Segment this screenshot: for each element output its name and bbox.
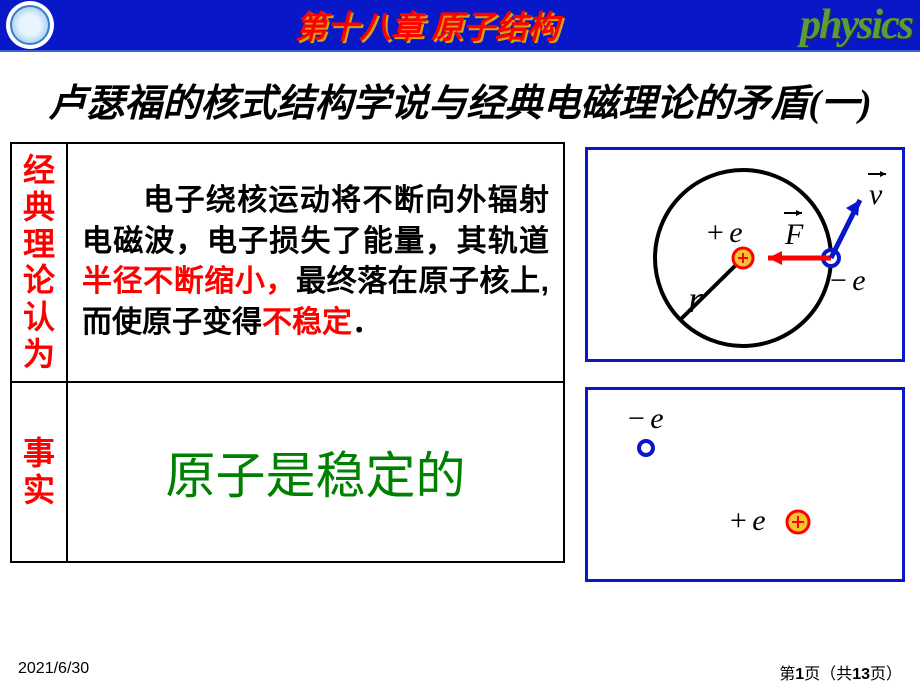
header-bar: 第十八章 原子结构 physics bbox=[0, 0, 920, 52]
diagram-column: +e F v r −e −e +e bbox=[565, 142, 910, 582]
logo-badge bbox=[6, 1, 54, 49]
row1-label: 经 典 理 论 认 为 bbox=[11, 143, 67, 382]
electron-circle-2 bbox=[639, 441, 653, 455]
force-arrow-head bbox=[768, 251, 782, 265]
comparison-table: 经 典 理 论 认 为 电子绕核运动将不断向外辐射电磁波，电子损失了能量，其轨道… bbox=[10, 142, 565, 563]
velocity-label: v bbox=[869, 178, 883, 211]
row2-label: 事 实 bbox=[11, 382, 67, 562]
row2-content: 原子是稳定的 bbox=[67, 382, 564, 562]
orbit-diagram: +e F v r −e bbox=[585, 147, 905, 362]
theory-paragraph: 电子绕核运动将不断向外辐射电磁波，电子损失了能量，其轨道半径不断缩小，最终落在原… bbox=[68, 171, 563, 353]
plus-e-label: +e bbox=[705, 216, 743, 249]
fact-text: 原子是稳定的 bbox=[68, 436, 563, 508]
slide-title: 卢瑟福的核式结构学说与经典电磁理论的矛盾(一) bbox=[0, 52, 920, 142]
footer-date: 2021/6/30 bbox=[18, 660, 89, 684]
table-area: 经 典 理 论 认 为 电子绕核运动将不断向外辐射电磁波，电子损失了能量，其轨道… bbox=[10, 142, 565, 582]
minus-e-label-2: −e bbox=[626, 402, 664, 435]
force-label: F bbox=[784, 218, 804, 251]
plus-e-label-2: +e bbox=[728, 504, 766, 537]
table-row: 经 典 理 论 认 为 电子绕核运动将不断向外辐射电磁波，电子损失了能量，其轨道… bbox=[11, 143, 564, 382]
content-area: 经 典 理 论 认 为 电子绕核运动将不断向外辐射电磁波，电子损失了能量，其轨道… bbox=[0, 142, 920, 582]
chapter-title: 第十八章 原子结构 bbox=[54, 2, 800, 48]
logo-inner bbox=[10, 5, 50, 45]
brand-text: physics bbox=[800, 1, 912, 49]
radius-label: r bbox=[688, 279, 703, 321]
orbit-svg: +e F v r −e bbox=[588, 150, 902, 359]
footer-page: 第1页（共13页） bbox=[779, 660, 902, 684]
minus-e-label: −e bbox=[828, 264, 866, 297]
row1-content: 电子绕核运动将不断向外辐射电磁波，电子损失了能量，其轨道半径不断缩小，最终落在原… bbox=[67, 143, 564, 382]
velocity-vector-bar-head bbox=[880, 171, 886, 177]
table-row: 事 实 原子是稳定的 bbox=[11, 382, 564, 562]
static-svg: −e +e bbox=[588, 390, 902, 579]
static-diagram: −e +e bbox=[585, 387, 905, 582]
force-vector-bar-head bbox=[796, 210, 802, 216]
footer: 2021/6/30 第1页（共13页） bbox=[0, 660, 920, 684]
